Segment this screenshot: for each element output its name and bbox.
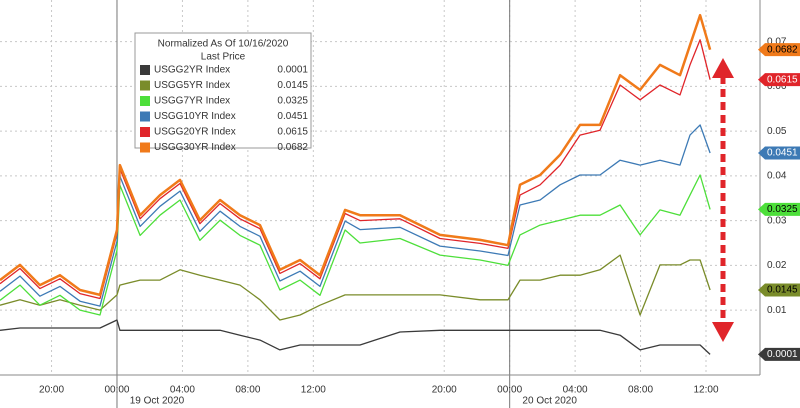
legend-value: 0.0145 [277,80,308,91]
x-tick-label: 20:00 [432,385,457,396]
y-tick-label: 0.05 [767,126,787,137]
y-tick-label: 0.06 [767,81,787,92]
legend-swatch [140,127,150,137]
legend-label: USGG2YR Index [154,65,230,76]
x-tick-label: 00:00 [104,385,129,396]
y-tick-label: 0.07 [767,36,787,47]
legend-subtitle: Last Price [201,52,246,63]
legend-swatch [140,80,150,91]
value-tag [758,43,800,57]
date-label: 20 Oct 2020 [522,396,577,407]
legend-label: USGG30YR Index [154,142,236,153]
y-tick-label: 0.03 [767,215,787,226]
legend-title: Normalized As Of 10/16/2020 [158,39,289,50]
series-line [0,254,711,321]
x-tick-label: 08:00 [628,385,653,396]
x-tick-label: 04:00 [170,385,195,396]
value-tag-label: 0.0325 [767,204,798,215]
value-tag-label: 0.0451 [767,148,798,159]
legend-value: 0.0325 [277,96,308,107]
legend-swatch [140,111,150,122]
legend: Normalized As Of 10/16/2020 Last Price U… [134,32,312,153]
value-tag [758,202,800,216]
value-tag [758,347,800,361]
value-tag [758,73,800,87]
legend-swatch [140,142,150,153]
x-tick-label: 20:00 [39,385,64,396]
value-tag [758,283,800,297]
range-arrow [712,58,734,342]
series-line [0,13,712,297]
x-tick-label: 12:00 [693,385,718,396]
plot [0,13,712,355]
y-tick-label: 0.01 [767,305,787,316]
legend-swatch [140,65,150,75]
value-tag [758,146,800,160]
y-tick-label: 0.04 [767,171,787,182]
legend-value: 0.0001 [277,65,308,76]
x-tick-label: 08:00 [235,385,260,396]
legend-value: 0.0615 [277,127,308,138]
series-line [0,124,711,307]
x-tick-label: 00:00 [497,385,522,396]
legend-value: 0.0682 [277,142,308,153]
legend-box [134,32,312,149]
grid [0,0,760,408]
legend-value: 0.0451 [277,111,308,122]
legend-label: USGG20YR Index [154,127,236,138]
series-line [0,319,711,355]
date-label: 19 Oct 2020 [130,396,185,407]
legend-label: USGG10YR Index [154,111,236,122]
x-tick-label: 04:00 [563,385,588,396]
value-tag-label: 0.0615 [767,74,798,85]
series-line [0,174,711,316]
value-tag-label: 0.0145 [767,285,798,296]
legend-label: USGG7YR Index [154,96,230,107]
y-tick-label: 0.02 [767,260,787,271]
legend-label: USGG5YR Index [154,80,230,91]
x-tick-label: 12:00 [301,385,326,396]
value-tag-label: 0.0001 [767,349,798,360]
labels: 0.01 0.02 0.03 0.04 0.05 0.06 0.07 20:00 00:00 04… [39,36,800,407]
series-line [0,39,711,300]
value-tag-label: 0.0682 [767,44,798,55]
legend-swatch [140,96,150,106]
